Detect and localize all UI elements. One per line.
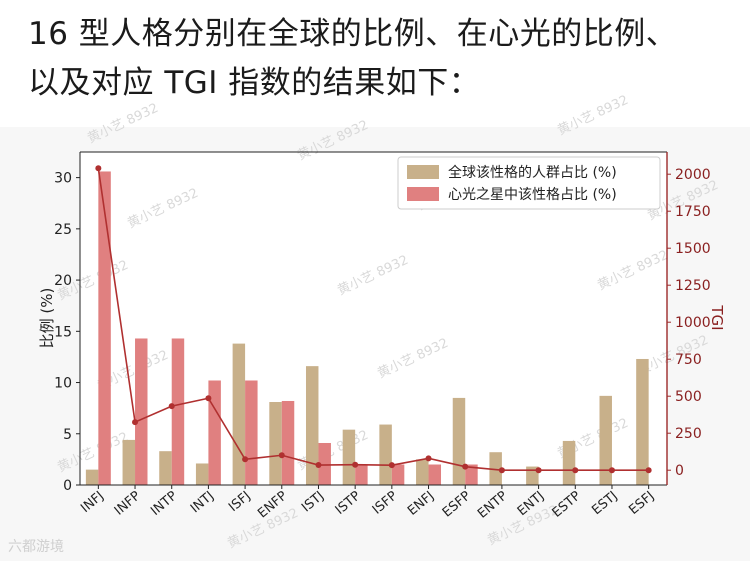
global-share-bar-estp xyxy=(562,440,576,485)
legend-label-1: 全球该性格的人群占比 (%) xyxy=(448,164,617,181)
right-axis-label: TGI xyxy=(708,304,726,330)
xinguang-share-bar-enfp xyxy=(281,400,295,485)
page-heading: 16 型人格分别在全球的比例、在心光的比例、 以及对应 TGI 指数的结果如下： xyxy=(28,10,728,108)
right-tick-label: 2000 xyxy=(675,167,711,183)
xinguang-share-bar-isfj xyxy=(245,380,258,485)
watermark-text: 黄小艺 8932 xyxy=(555,93,630,139)
x-tick-label-infp: INFP xyxy=(112,488,144,518)
x-tick-label-intp: INTP xyxy=(148,488,180,518)
global-share-bar-infj xyxy=(85,469,99,485)
left-tick-label: 0 xyxy=(63,478,72,494)
legend-label-2: 心光之星中该性格占比 (%) xyxy=(448,187,617,203)
tgi-point-isfj xyxy=(242,456,249,463)
left-tick-label: 20 xyxy=(54,273,72,289)
tgi-point-intj xyxy=(205,395,212,402)
x-tick-label-estp: ESTP xyxy=(550,488,584,520)
right-tick-label: 750 xyxy=(675,352,702,368)
tgi-point-intp xyxy=(168,403,175,410)
global-share-bar-esfp xyxy=(452,397,466,485)
tgi-point-infj xyxy=(95,165,102,172)
right-tick-label: 250 xyxy=(675,426,702,442)
xinguang-share-bar-istj xyxy=(318,442,331,485)
global-share-bar-estj xyxy=(599,395,612,485)
tgi-line xyxy=(97,168,649,472)
x-tick-label-isfj: ISFJ xyxy=(226,489,254,516)
global-share-bar-enfp xyxy=(269,402,282,485)
x-tick-label-infj: INFJ xyxy=(78,489,107,516)
x-tick-label-isfp: ISFP xyxy=(370,488,401,517)
global-share-bar-entp xyxy=(489,452,502,485)
xinguang-share-bar-enfj xyxy=(428,464,442,485)
tgi-point-esfp xyxy=(462,463,469,470)
right-tick-label: 0 xyxy=(675,463,684,479)
right-tick-label: 1750 xyxy=(675,204,711,220)
tgi-point-entp xyxy=(498,467,505,474)
tgi-point-istj xyxy=(315,462,322,469)
footer-logo: 六都游境 xyxy=(8,539,64,555)
legend-box xyxy=(397,156,661,210)
global-share-bar-intp xyxy=(159,451,172,485)
xinguang-share-bar-infp xyxy=(135,338,148,485)
tgi-point-isfp xyxy=(388,462,395,469)
left-axis-label: 比例 (%) xyxy=(38,288,56,349)
x-tick-label-esfj: ESFJ xyxy=(626,489,657,518)
global-share-bar-esfj xyxy=(636,358,649,485)
x-tick-label-istp: ISTP xyxy=(333,488,364,518)
tgi-point-estp xyxy=(572,467,579,474)
xinguang-share-bar-intj xyxy=(208,380,221,485)
x-tick-label-enfj: ENFJ xyxy=(405,489,437,519)
left-tick-label: 25 xyxy=(54,222,72,238)
xinguang-share-bar-infj xyxy=(98,171,111,485)
global-share-bar-infp xyxy=(122,439,136,485)
tgi-point-infp xyxy=(132,419,139,426)
right-tick-label: 1500 xyxy=(675,241,711,257)
x-tick-label-esfp: ESFP xyxy=(440,488,474,520)
legend-swatch-1 xyxy=(407,165,439,179)
heading-line-2: 以及对应 TGI 指数的结果如下： xyxy=(28,65,481,101)
x-tick-label-entp: ENTP xyxy=(475,488,511,521)
tgi-point-entj xyxy=(535,467,542,474)
legend-swatch-2 xyxy=(407,187,439,201)
x-tick-label-intj: INTJ xyxy=(188,489,217,517)
tgi-point-istp xyxy=(352,461,359,468)
watermark-text: 黄小艺 8932 xyxy=(85,101,160,147)
left-tick-label: 10 xyxy=(54,376,72,392)
tgi-point-estj xyxy=(608,467,615,474)
tgi-point-enfp xyxy=(278,452,285,459)
xinguang-share-bar-istp xyxy=(355,464,368,485)
right-tick-label: 1250 xyxy=(675,278,711,294)
tgi-point-enfj xyxy=(425,455,432,462)
x-tick-label-estj: ESTJ xyxy=(589,489,620,519)
xinguang-share-bar-intp xyxy=(171,338,185,485)
xinguang-share-bar-esfp xyxy=(465,464,478,485)
left-tick-label: 30 xyxy=(54,171,72,187)
right-tick-label: 500 xyxy=(675,389,702,405)
global-share-bar-istp xyxy=(342,429,356,485)
global-share-bar-intj xyxy=(195,463,209,485)
global-share-bar-enfj xyxy=(416,459,429,485)
global-share-bar-isfj xyxy=(232,343,246,485)
tgi-point-esfj xyxy=(645,467,652,474)
x-tick-label-istj: ISTJ xyxy=(299,489,327,516)
global-share-bar-entj xyxy=(526,466,539,485)
global-share-bar-isfp xyxy=(379,424,392,485)
xinguang-share-bar-isfp xyxy=(391,464,405,485)
right-tick-label: 1000 xyxy=(675,315,711,331)
global-share-bar-istj xyxy=(305,366,319,485)
left-tick-label: 5 xyxy=(63,427,72,443)
left-tick-label: 15 xyxy=(54,324,72,340)
heading-line-1: 16 型人格分别在全球的比例、在心光的比例、 xyxy=(28,16,678,52)
